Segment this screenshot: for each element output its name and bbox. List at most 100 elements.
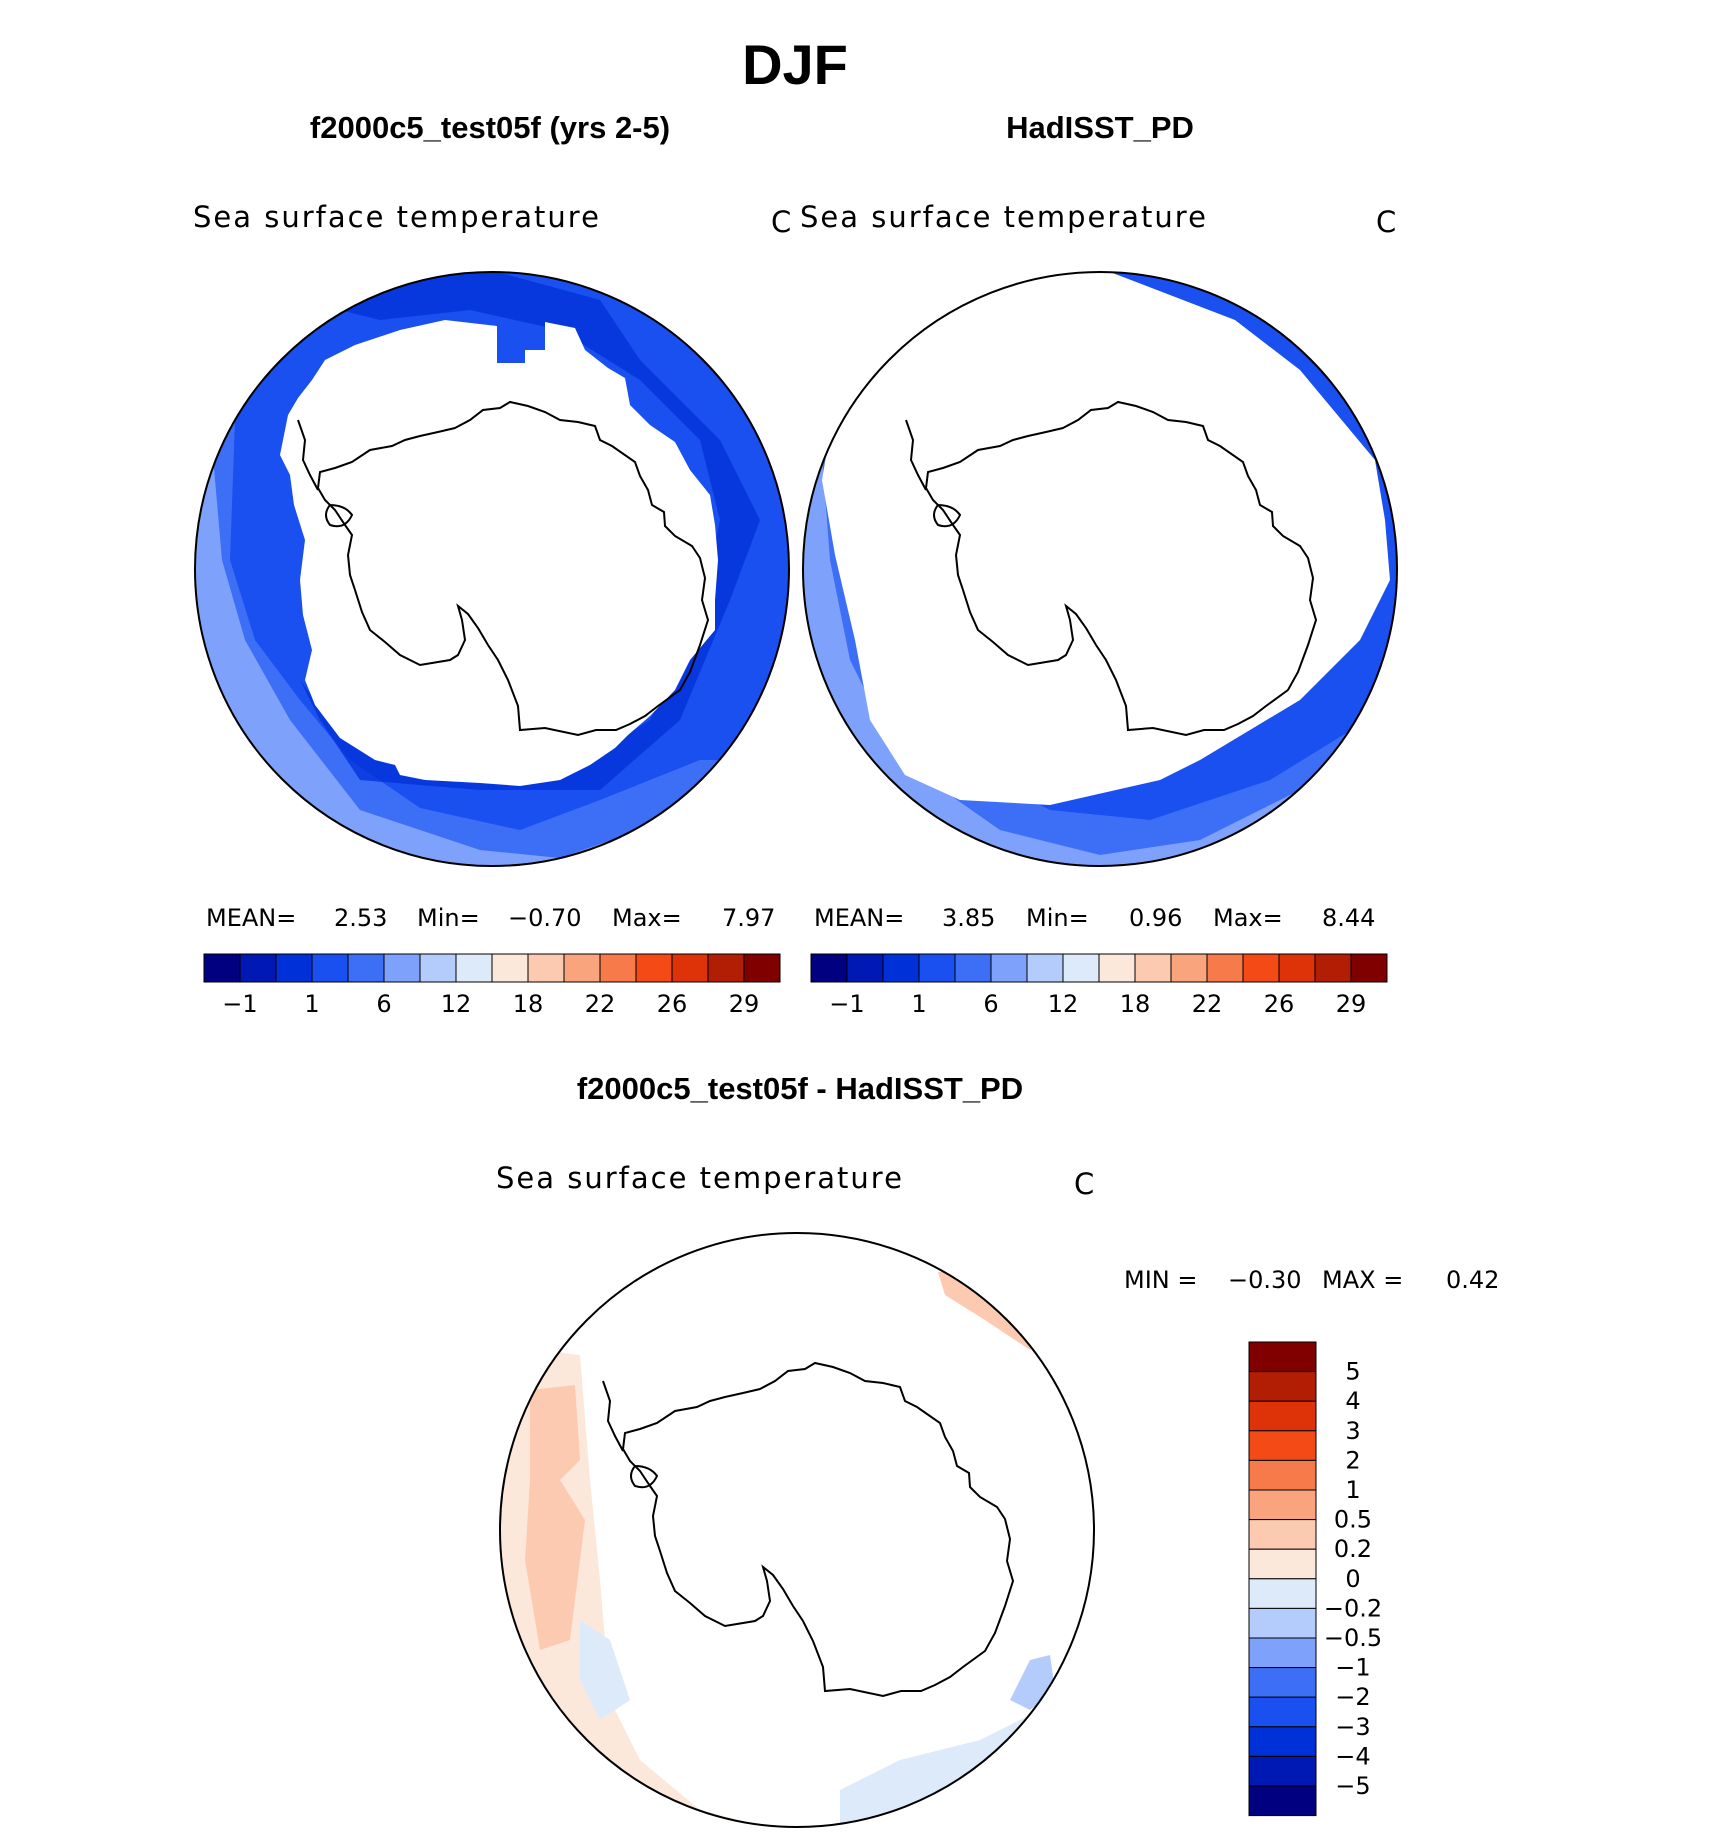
map3-positive-region-core	[525, 1385, 585, 1650]
panel2-min-label: Min=	[1026, 904, 1089, 932]
colorbar-tick-label: −2	[1335, 1683, 1370, 1711]
panel3-min-value: −0.30	[1228, 1266, 1302, 1294]
map1-boundary	[194, 271, 790, 867]
colorbar-swatch	[1248, 1430, 1317, 1461]
colorbar-swatch	[1248, 1755, 1317, 1787]
colorbar-tick-label: 1	[304, 990, 319, 1018]
colorbar-swatch	[954, 953, 992, 983]
colorbar-tick-label: −1	[1335, 1654, 1370, 1682]
colorbar-tick-label: 22	[585, 990, 616, 1018]
colorbar-swatch	[846, 953, 884, 983]
colorbar-swatch	[311, 953, 349, 983]
colorbar-tick-label: 1	[1345, 1476, 1360, 1504]
map1-sea-ice-mask	[280, 320, 718, 786]
colorbar-tick-label: 1	[911, 990, 926, 1018]
colorbar-swatch	[1248, 1489, 1317, 1521]
colorbar-swatch	[383, 953, 421, 983]
panel3-max-label: MAX =	[1322, 1266, 1404, 1294]
colorbar-swatch	[1314, 953, 1352, 983]
colorbar-tick-label: 26	[657, 990, 688, 1018]
colorbar-swatch	[1242, 953, 1280, 983]
figure-title: DJF	[742, 33, 848, 96]
map2-boundary	[802, 271, 1398, 867]
colorbar-tick-label: −5	[1335, 1772, 1370, 1800]
colorbar-tick-label: 0.2	[1334, 1535, 1372, 1563]
map3-positive-region-northeast	[938, 1270, 1040, 1350]
colorbar-swatch	[1248, 1341, 1317, 1373]
colorbar-tick-label: −4	[1335, 1742, 1370, 1770]
colorbar-swatch	[1350, 953, 1388, 983]
colorbar-swatch	[1170, 953, 1208, 983]
colorbar-swatch	[1248, 1519, 1317, 1550]
colorbar-tick-label: 29	[1336, 990, 1367, 1018]
colorbar-swatch	[882, 953, 920, 983]
colorbar-tick-label: 4	[1345, 1387, 1360, 1415]
colorbar-swatch	[275, 953, 313, 983]
map3-ice-shelf-outline	[630, 1464, 659, 1489]
panel3-variable: Sea surface temperature	[496, 1161, 904, 1195]
panel3-units: C	[1074, 1167, 1095, 1201]
panel1-max-label: Max=	[612, 904, 682, 932]
colorbar-tick-label: 26	[1264, 990, 1295, 1018]
colorbar-tick-label: −0.2	[1324, 1594, 1382, 1622]
panel2-units: C	[1376, 205, 1397, 239]
colorbar-swatch	[563, 953, 601, 983]
colorbar-tick-label: 0.5	[1334, 1506, 1372, 1534]
colorbar-panel1: −1 1 6 12 18 22 26 29	[203, 953, 781, 1018]
map2-peninsula-coast	[905, 419, 927, 491]
colorbar-swatch	[1248, 1637, 1317, 1669]
colorbar-tick-label: 3	[1345, 1417, 1360, 1445]
colorbar-swatch	[1098, 953, 1136, 983]
panel1-max-value: 7.97	[722, 904, 776, 932]
colorbar-swatch	[203, 953, 241, 983]
panel1-units: C	[771, 205, 792, 239]
colorbar-swatch	[527, 953, 565, 983]
colorbar-tick-label: 18	[1120, 990, 1151, 1018]
colorbar-swatch	[1134, 953, 1172, 983]
panel2-min-value: 0.96	[1129, 904, 1183, 932]
colorbar-swatch	[1278, 953, 1316, 983]
colorbar-swatch	[455, 953, 493, 983]
map-observed	[802, 271, 1398, 867]
map1-sst-warmest-band	[195, 440, 789, 866]
panel1-min-label: Min=	[417, 904, 480, 932]
map1-ice-shelf-outline	[325, 503, 354, 528]
panel2-max-value: 8.44	[1322, 904, 1376, 932]
panel2-mean-label: MEAN=	[814, 904, 905, 932]
colorbar-swatch	[1062, 953, 1100, 983]
panel2-title: HadISST_PD	[1006, 110, 1194, 145]
colorbar-tick-label: −0.5	[1324, 1624, 1382, 1652]
colorbar-tick-label: 0	[1345, 1565, 1360, 1593]
map3-boundary	[499, 1232, 1095, 1828]
map1-peninsula-coast	[297, 419, 319, 491]
colorbar-swatch	[671, 953, 709, 983]
colorbar-tick-label: 6	[983, 990, 998, 1018]
colorbar-swatch	[707, 953, 745, 983]
colorbar-tick-label: 5	[1345, 1358, 1360, 1386]
panel1-mean-value: 2.53	[334, 904, 388, 932]
colorbar-swatch	[1248, 1785, 1317, 1817]
panel2-variable: Sea surface temperature	[800, 200, 1208, 234]
panel1-mean-label: MEAN=	[206, 904, 297, 932]
map3-peninsula-coast	[602, 1380, 624, 1452]
map-model	[194, 271, 790, 867]
colorbar-tick-label: 18	[513, 990, 544, 1018]
colorbar-swatch	[1248, 1578, 1317, 1609]
colorbar-swatch	[599, 953, 637, 983]
colorbar-swatch	[491, 953, 529, 983]
colorbar-panel2: −1 1 6 12 18 22 26 29	[810, 953, 1388, 1018]
colorbar-swatch	[1248, 1400, 1317, 1432]
colorbar-tick-label: 6	[376, 990, 391, 1018]
colorbar-tick-label: 22	[1192, 990, 1223, 1018]
colorbar-tick-label: −1	[222, 990, 257, 1018]
panel1-title: f2000c5_test05f (yrs 2-5)	[309, 110, 671, 145]
colorbar-swatch	[1248, 1459, 1317, 1491]
colorbar-tick-label: 12	[441, 990, 472, 1018]
colorbar-tick-label: −3	[1335, 1713, 1370, 1741]
colorbar-tick-label: 12	[1048, 990, 1079, 1018]
panel2-mean-value: 3.85	[942, 904, 996, 932]
colorbar-swatch	[347, 953, 385, 983]
colorbar-swatch	[1248, 1667, 1317, 1698]
